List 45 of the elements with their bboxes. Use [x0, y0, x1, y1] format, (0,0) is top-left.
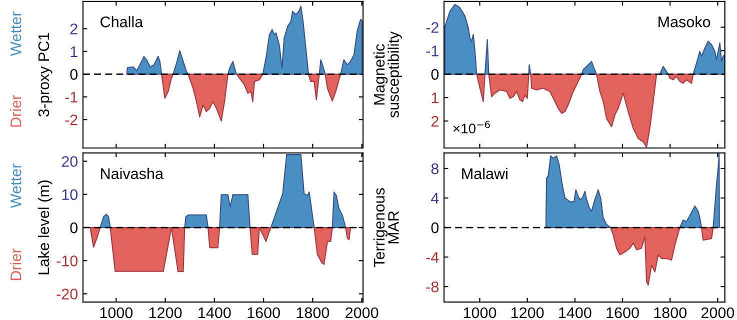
x-tick-label: 1400	[198, 307, 231, 318]
y-tick-label: 4	[431, 193, 439, 204]
text: Drier	[10, 95, 22, 127]
y-tick-label: 1	[70, 46, 78, 57]
x-tick-label: 1800	[296, 307, 330, 318]
y-axis-title: Lake level (m)	[38, 180, 52, 274]
y-axis-title: 3-proxy PC1	[38, 33, 52, 117]
x-tick-label: 2000	[346, 307, 378, 318]
y-axis-title: Magnetic susceptibility	[373, 31, 402, 118]
y-tick-label: -1	[426, 46, 438, 56]
y-tick-label: 10	[62, 189, 78, 200]
x-tick-label: 1600	[248, 307, 280, 318]
y-axis-title: Terrigenous MAR	[373, 188, 399, 268]
x-tick-label: 2000	[701, 307, 734, 318]
y-tick-label: -1	[65, 92, 78, 102]
x-tick-label: 1000	[464, 307, 496, 318]
y-tick-label: 0	[431, 69, 439, 80]
y-tick-label: 2	[431, 116, 438, 127]
x-tick-label: 1600	[606, 307, 639, 318]
text: Wetter	[10, 164, 22, 208]
text: Malawi	[462, 168, 508, 180]
y-tick-label: 0	[70, 69, 78, 80]
text: Wetter	[10, 12, 22, 56]
y-tick-label: -8	[426, 281, 439, 292]
text: Challa	[100, 16, 144, 28]
y-tick-label: 2	[70, 24, 78, 34]
y-tick-label: -2	[426, 22, 438, 33]
text: Naivasha	[101, 168, 164, 180]
x-tick-label: 1200	[149, 307, 182, 318]
x-tick-label: 1800	[654, 307, 687, 318]
y-tick-label: 0	[431, 222, 439, 234]
x-tick-label: 1000	[100, 307, 133, 318]
y-tick-label: 20	[62, 156, 78, 167]
y-tick-label: -10	[56, 256, 78, 266]
y-tick-label: 1	[432, 92, 438, 104]
text: Masoko	[658, 16, 710, 28]
x-tick-label: 1200	[512, 307, 544, 318]
y-tick-label: -4	[426, 252, 439, 263]
annotation: ×10$^{−6}$	[453, 120, 490, 134]
y-tick-label: 8	[431, 163, 439, 174]
y-tick-label: -20	[56, 288, 78, 300]
x-tick-label: 1400	[559, 307, 592, 318]
text: Drier	[10, 248, 22, 280]
y-tick-label: -2	[65, 114, 78, 126]
y-tick-label: 0	[70, 222, 78, 234]
